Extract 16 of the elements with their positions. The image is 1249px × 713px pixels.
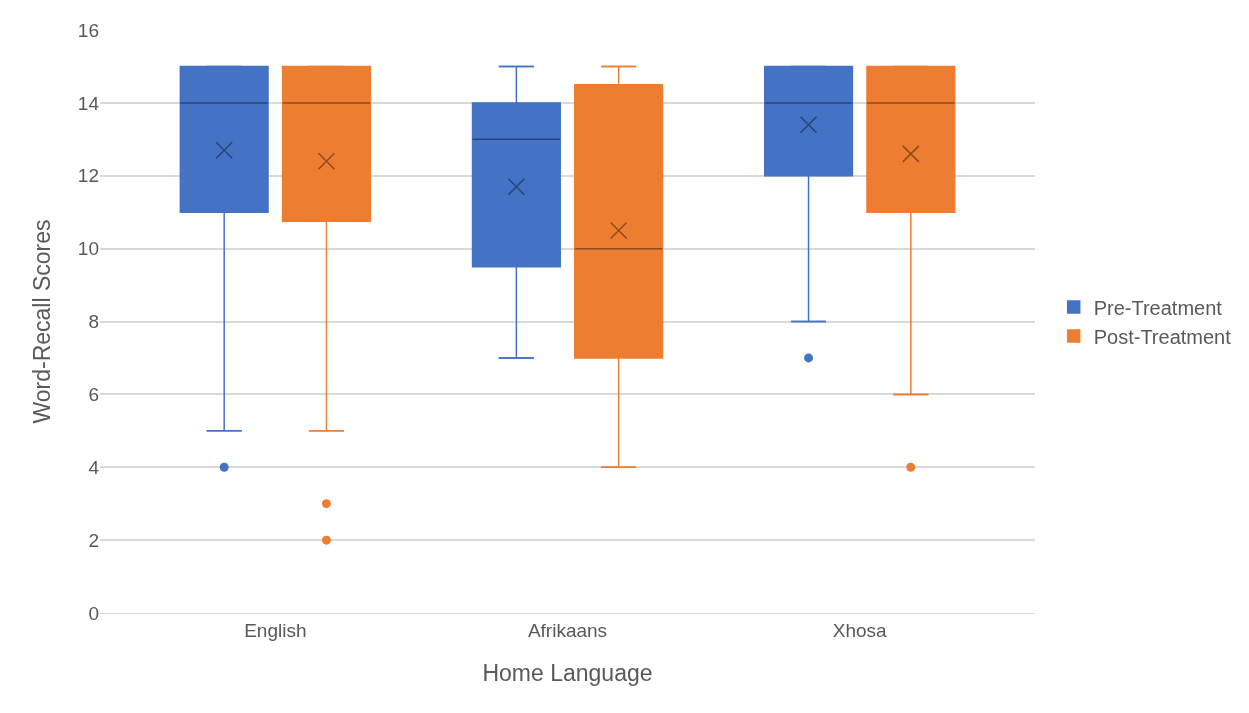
- y-tick-label: 14: [77, 92, 100, 114]
- x-tick-label: Xhosa: [832, 619, 888, 641]
- y-axis-title: Word-Recall Scores: [29, 219, 56, 424]
- y-tick-label: 2: [88, 529, 99, 551]
- y-tick-label: 16: [77, 19, 99, 41]
- y-tick-label: 12: [77, 165, 99, 187]
- legend-label: Pre-Treatment: [1093, 296, 1223, 319]
- y-tick-label: 10: [77, 238, 99, 260]
- legend-label: Post-Treatment: [1093, 325, 1232, 348]
- y-tick-label: 6: [88, 384, 99, 406]
- x-axis-title: Home Language: [482, 660, 653, 687]
- y-tick-label: 0: [88, 602, 99, 624]
- y-tick-label: 4: [88, 456, 100, 478]
- x-tick-label: Afrikaans: [527, 619, 608, 641]
- x-tick-label: English: [244, 619, 307, 641]
- y-tick-label: 8: [88, 311, 99, 333]
